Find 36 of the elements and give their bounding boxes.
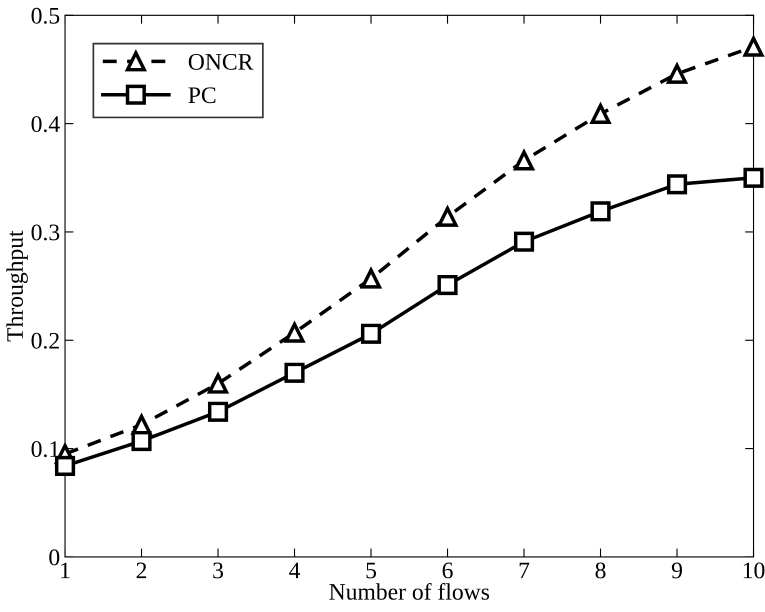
point xyxy=(208,402,228,422)
point xyxy=(666,174,688,194)
x-tick-label: 2 xyxy=(136,562,146,578)
point xyxy=(131,430,152,452)
point xyxy=(514,232,534,252)
x-tick-label: 1 xyxy=(61,562,70,578)
point xyxy=(743,36,764,57)
point xyxy=(666,64,688,84)
x-tick-label: 10 xyxy=(744,562,764,578)
legend-label: PC xyxy=(188,87,216,104)
point xyxy=(437,274,458,296)
point xyxy=(590,104,611,124)
y-tick-label: 0.1 xyxy=(32,441,59,458)
y-tick-label: 0.3 xyxy=(32,224,60,240)
point xyxy=(437,206,458,227)
x-tick-label: 8 xyxy=(596,562,606,578)
legend-label: ONCR xyxy=(188,54,254,70)
point xyxy=(360,268,382,289)
x-tick-label: 4 xyxy=(289,562,300,578)
point xyxy=(360,324,382,344)
y-tick-label: 0.5 xyxy=(32,8,60,24)
point xyxy=(284,362,305,383)
point xyxy=(590,201,611,222)
y-tick-label: 0 xyxy=(49,549,60,566)
y-axis-title: Throughput xyxy=(6,230,28,342)
point xyxy=(54,456,76,476)
point xyxy=(743,168,764,188)
point xyxy=(514,150,534,171)
x-tick-label: 7 xyxy=(520,562,530,578)
x-tick-label: 9 xyxy=(672,562,682,578)
y-tick-label: 0.2 xyxy=(32,332,59,349)
x-tick-label: 5 xyxy=(366,562,376,578)
x-axis-title: Number of flows xyxy=(329,582,490,600)
x-tick-label: 3 xyxy=(213,562,224,578)
y-tick-label: 0.4 xyxy=(32,116,60,132)
x-tick-label: 6 xyxy=(442,562,453,578)
